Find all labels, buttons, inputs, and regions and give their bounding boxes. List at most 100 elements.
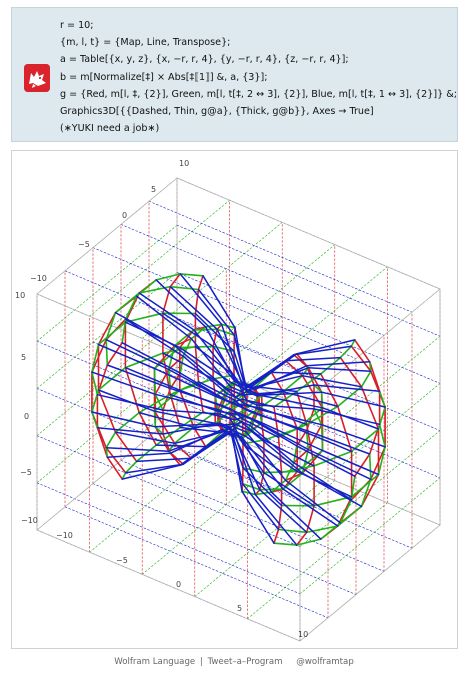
wire-blue-segment [253,419,310,451]
wire-blue-segment [241,490,275,544]
graphics3d-output[interactable]: 10 5 0 −5 −10 10 5 0 −5 −10 −10 −5 0 5 1… [11,150,458,649]
wire-blue-segment [234,415,246,421]
wire-blue-segment [197,288,236,337]
wire-red-segment [273,528,280,545]
wire-blue-segment [301,472,363,508]
code-text[interactable]: r = 10; {m, l, t} = {Map, Line, Transpos… [60,17,457,137]
wire-blue-segment [106,364,172,390]
wire-blue-segment [169,285,218,331]
wire-green-segment [105,338,109,366]
wire-red-segment [350,345,372,373]
wire-blue-segment [233,350,248,393]
code-input-cell[interactable]: r = 10; {m, l, t} = {Map, Line, Transpos… [11,7,458,142]
wire-green-segment [193,328,218,331]
wire-green-segment [124,352,164,369]
wire-blue-segment [256,404,315,410]
bounding-box-edge [176,177,441,290]
wire-green-segment [245,424,251,433]
wire-green-segment [179,273,204,277]
wire-green-segment [121,318,127,344]
wire-green-segment [167,368,172,390]
wire-red-segment [197,275,204,291]
graphics3d-canvas[interactable]: 10 5 0 −5 −10 10 5 0 −5 −10 −10 −5 0 5 1… [12,151,457,648]
wire-green-segment [173,329,195,347]
code-line-5: g = {Red, m[l, ‡, {2}], Green, m[l, t[‡,… [60,88,457,100]
wire-green-segment [220,323,236,329]
wire-red-segment [138,411,157,446]
wire-blue-segment [194,345,235,376]
wire-blue-segment [245,409,256,415]
bottom-axis-tick: −5 [116,556,128,565]
wire-blue-segment [242,467,283,507]
code-line-7: (∗YUKI need a job∗) [60,123,160,135]
dashed-blue-line [148,436,413,549]
wire-blue-segment [214,395,247,410]
wire-blue-segment [258,408,323,426]
wire-blue-segment [155,444,207,448]
wire-blue-segment [225,387,243,396]
wire-blue-segment [270,491,322,540]
wire-blue-segment [249,354,295,387]
footer-handle: @wolframtap [296,657,354,667]
wire-blue-segment [251,418,298,447]
axis-ticks: 10 5 0 −5 −10 10 5 0 −5 −10 −10 −5 0 5 1… [15,159,308,639]
dashed-blue-line [176,272,441,384]
dashed-blue-line [148,200,413,313]
dashed-green-line [141,458,283,575]
wire-red-segment [301,374,324,409]
wire-blue-segment [153,410,216,425]
wire-blue-segment [259,407,308,426]
wire-blue-segment [282,488,339,527]
wire-blue-segment [202,275,236,329]
wire-blue-segment [193,423,236,429]
wire-blue-segment [220,420,242,434]
dashed-blue-line [36,482,301,595]
normalized-wireframe [91,273,386,546]
wire-green-segment [336,386,363,408]
wire-red-segment [259,471,265,491]
wire-blue-segment [233,374,248,402]
wire-blue-segment [259,488,308,534]
wire-red-segment [353,339,371,363]
wire-green-segment [154,425,164,435]
wire-blue-segment [258,391,323,396]
wire-green-segment [368,361,372,373]
code-line-1: r = 10; [60,20,94,31]
wire-green-segment [305,429,310,451]
wire-blue-segment [305,361,371,367]
wire-blue-segment [242,402,260,411]
left-axis-tick: −10 [21,516,38,525]
wire-blue-segment [124,366,181,391]
wire-green-segment [167,442,176,453]
wire-blue-segment [229,386,242,392]
wire-green-segment [313,495,353,507]
wire-red-segment [105,446,127,474]
wire-blue-segment [96,427,164,435]
wire-blue-segment [301,374,363,388]
wire-green-segment [249,419,255,432]
wire-blue-segment [243,382,253,388]
wire-red-segment [254,385,261,409]
wire-blue-segment [153,367,216,397]
wire-red-segment [307,367,323,393]
wire-blue-segment [124,318,184,357]
wire-blue-segment [307,448,372,481]
wire-blue-segment [106,452,172,458]
wire-green-segment [259,488,285,491]
wire-blue-segment [121,342,182,374]
wire-blue-segment [138,292,195,331]
wire-green-segment [282,472,304,490]
wire-green-segment [339,345,353,359]
wire-green-segment [339,498,353,524]
wire-red-segment [360,386,380,430]
wire-blue-segment [256,384,315,397]
wire-green-segment [378,390,386,408]
wire-green-segment [292,445,298,464]
wire-red-segment [282,390,299,430]
footer-credits: Wolfram Language | Tweet–a–Program @wolf… [0,657,468,667]
wire-green-segment [173,426,195,445]
wire-blue-segment [124,463,184,474]
wire-blue-segment [212,378,244,404]
wire-green-segment [305,405,339,426]
dashed-blue-line [92,483,357,595]
